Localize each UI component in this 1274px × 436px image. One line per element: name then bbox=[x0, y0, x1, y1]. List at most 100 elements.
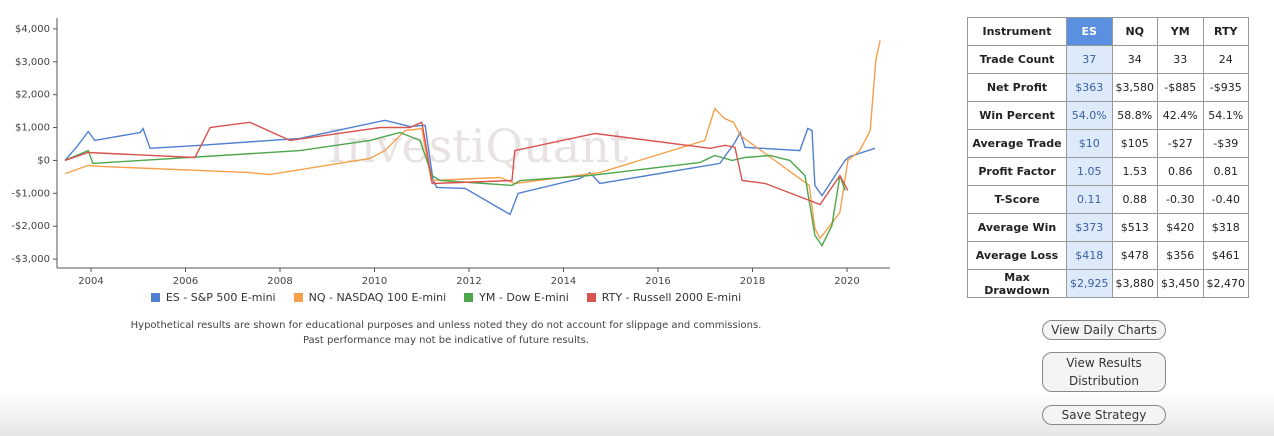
header-cell: ES bbox=[1066, 17, 1113, 46]
table-cell: 24 bbox=[1202, 45, 1249, 74]
x-tick-label: 2014 bbox=[551, 276, 576, 287]
legend: ES - S&P 500 E-mini NQ - NASDAQ 100 E-min… bbox=[0, 291, 892, 304]
header-cell: YM bbox=[1157, 17, 1204, 46]
disclaimer: Hypothetical results are shown for educa… bbox=[0, 318, 892, 348]
series-line bbox=[64, 119, 876, 216]
table-row: Trade Count 37 34 33 24 bbox=[967, 45, 1249, 74]
x-tick-label: 2006 bbox=[173, 276, 198, 287]
table-cell: 58.8% bbox=[1111, 101, 1158, 130]
chart: InvestiQuant -$3,000 -$2,000 -$1,000 $0 $1,0… bbox=[11, 18, 890, 287]
table-cell: $105 bbox=[1111, 129, 1158, 158]
y-tick-label: -$1,000 bbox=[11, 188, 50, 199]
header-cell: Instrument bbox=[967, 17, 1067, 46]
table-cell: $420 bbox=[1157, 213, 1204, 242]
table-cell: $373 bbox=[1066, 213, 1113, 242]
header-cell: RTY bbox=[1202, 17, 1249, 46]
table-cell: 0.86 bbox=[1157, 157, 1204, 186]
y-tick-label: -$2,000 bbox=[11, 221, 50, 232]
row-label: Net Profit bbox=[967, 73, 1067, 102]
table-header: Instrument ES NQ YM RTY bbox=[967, 17, 1249, 46]
table-cell: 54.1% bbox=[1202, 101, 1249, 130]
table-row: Max Drawdown $2,925 $3,880 $3,450 $2,470 bbox=[967, 269, 1249, 298]
table-row: Average Win $373 $513 $420 $318 bbox=[967, 213, 1249, 242]
table-cell: 0.81 bbox=[1202, 157, 1249, 186]
legend-item: NQ - NASDAQ 100 E-mini bbox=[293, 291, 447, 304]
table-cell: 0.88 bbox=[1111, 185, 1158, 214]
table-cell: $10 bbox=[1066, 129, 1113, 158]
table-cell: 42.4% bbox=[1157, 101, 1204, 130]
legend-item: ES - S&P 500 E-mini bbox=[150, 291, 276, 304]
table-cell: $3,880 bbox=[1111, 269, 1158, 298]
table-cell: 1.05 bbox=[1066, 157, 1113, 186]
table-cell: -$885 bbox=[1157, 73, 1204, 102]
row-label: Win Percent bbox=[967, 101, 1067, 130]
x-tick-label: 2004 bbox=[78, 276, 103, 287]
series-line bbox=[64, 131, 846, 247]
x-tick-label: 2016 bbox=[645, 276, 670, 287]
y-tick-label: $4,000 bbox=[15, 24, 50, 35]
table-row: Net Profit $363 $3,580 -$885 -$935 bbox=[967, 73, 1249, 102]
table-cell: $318 bbox=[1202, 213, 1249, 242]
row-label: T-Score bbox=[967, 185, 1067, 214]
x-tick-label: 2012 bbox=[456, 276, 481, 287]
table-cell: $2,470 bbox=[1202, 269, 1249, 298]
button[interactable]: View Daily Charts bbox=[1042, 320, 1166, 340]
legend-swatch bbox=[464, 293, 474, 302]
table-row: T-Score 0.11 0.88 -0.30 -0.40 bbox=[967, 185, 1249, 214]
x-tick-label: 2018 bbox=[740, 276, 765, 287]
table-cell: $3,580 bbox=[1111, 73, 1158, 102]
row-label: Max Drawdown bbox=[967, 269, 1067, 298]
table-cell: 33 bbox=[1157, 45, 1204, 74]
x-tick-label: 2020 bbox=[834, 276, 859, 287]
disclaimer-line: Hypothetical results are shown for educa… bbox=[130, 320, 762, 331]
table-cell: 1.53 bbox=[1111, 157, 1158, 186]
table-cell: 37 bbox=[1066, 45, 1113, 74]
row-label: Average Win bbox=[967, 213, 1067, 242]
legend-item: RTY - Russell 2000 E-mini bbox=[586, 291, 742, 304]
legend-swatch bbox=[150, 293, 160, 302]
table-cell: 0.11 bbox=[1066, 185, 1113, 214]
row-label: Profit Factor bbox=[967, 157, 1067, 186]
table-row: Average Trade $10 $105 -$27 -$39 bbox=[967, 129, 1249, 158]
table-cell: -0.40 bbox=[1202, 185, 1249, 214]
legend-label: YM - Dow E-mini bbox=[479, 291, 569, 304]
table-cell: $356 bbox=[1157, 241, 1204, 270]
header-cell: NQ bbox=[1111, 17, 1158, 46]
row-label: Average Trade bbox=[967, 129, 1067, 158]
legend-swatch bbox=[586, 293, 596, 302]
table-cell: -0.30 bbox=[1157, 185, 1204, 214]
legend-label: RTY - Russell 2000 E-mini bbox=[601, 291, 742, 304]
table-cell: -$27 bbox=[1157, 129, 1204, 158]
legend-label: ES - S&P 500 E-mini bbox=[165, 291, 276, 304]
table-cell: -$39 bbox=[1202, 129, 1249, 158]
table-cell: 54.0% bbox=[1066, 101, 1113, 130]
y-tick-label: $2,000 bbox=[15, 90, 50, 101]
button[interactable]: View Results Distribution bbox=[1042, 352, 1166, 392]
y-tick-label: $1,000 bbox=[15, 123, 50, 134]
table-cell: $513 bbox=[1111, 213, 1158, 242]
table-cell: $478 bbox=[1111, 241, 1158, 270]
disclaimer-line: Past performance may not be indicative o… bbox=[302, 335, 590, 346]
x-tick-label: 2008 bbox=[267, 276, 292, 287]
x-tick-label: 2010 bbox=[362, 276, 387, 287]
table-cell: $363 bbox=[1066, 73, 1113, 102]
table-row: Average Loss $418 $478 $356 $461 bbox=[967, 241, 1249, 270]
table-cell: $2,925 bbox=[1066, 269, 1113, 298]
y-tick-label: -$3,000 bbox=[11, 254, 50, 265]
table-cell: -$935 bbox=[1202, 73, 1249, 102]
button[interactable]: Save Strategy bbox=[1042, 405, 1166, 425]
watermark: InvestiQuant bbox=[328, 119, 629, 173]
table-cell: $3,450 bbox=[1157, 269, 1204, 298]
row-label: Trade Count bbox=[967, 45, 1067, 74]
y-tick-label: $0 bbox=[37, 155, 50, 166]
table-cell: $461 bbox=[1202, 241, 1249, 270]
stats-table: Instrument ES NQ YM RTY Trade Count 37 34 33 24 Ne… bbox=[967, 17, 1249, 298]
legend-swatch bbox=[293, 293, 303, 302]
table-row: Win Percent 54.0% 58.8% 42.4% 54.1% bbox=[967, 101, 1249, 130]
table-row: Profit Factor 1.05 1.53 0.86 0.81 bbox=[967, 157, 1249, 186]
legend-label: NQ - NASDAQ 100 E-mini bbox=[308, 291, 447, 304]
table-cell: $418 bbox=[1066, 241, 1113, 270]
row-label: Average Loss bbox=[967, 241, 1067, 270]
legend-item: YM - Dow E-mini bbox=[464, 291, 569, 304]
table-cell: 34 bbox=[1111, 45, 1158, 74]
